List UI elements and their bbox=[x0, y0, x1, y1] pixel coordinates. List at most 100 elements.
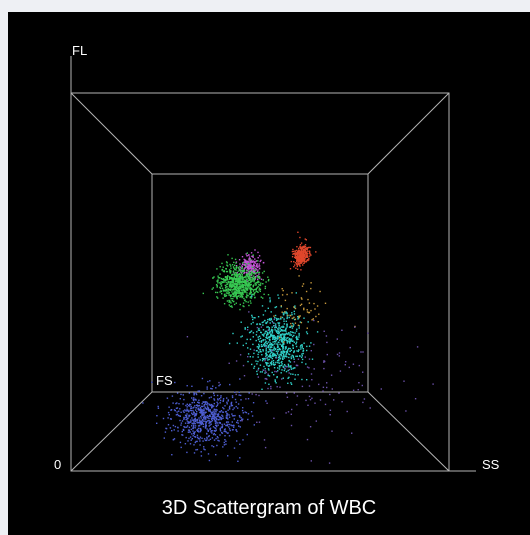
scatter-point bbox=[241, 274, 243, 276]
scatter-point bbox=[194, 435, 196, 438]
scatter-point bbox=[210, 412, 213, 415]
scatter-point bbox=[266, 402, 268, 404]
scatter-point bbox=[253, 271, 256, 274]
scatter-point bbox=[214, 410, 216, 412]
scatter-point bbox=[199, 438, 201, 440]
edge-bottom-left bbox=[70, 391, 153, 472]
scatter-point bbox=[285, 327, 287, 329]
scatter-point bbox=[292, 347, 294, 349]
scatter-point bbox=[206, 401, 208, 404]
scatter-point bbox=[338, 352, 341, 354]
scatter-point bbox=[273, 318, 275, 321]
scatter-point bbox=[267, 362, 269, 364]
scatter-point bbox=[274, 325, 276, 327]
scatter-point bbox=[275, 306, 278, 308]
scatter-point bbox=[267, 374, 269, 377]
scatter-point bbox=[203, 413, 205, 415]
scatter-point bbox=[294, 254, 296, 256]
scatter-point bbox=[237, 287, 239, 290]
scatter-point bbox=[300, 248, 303, 251]
scatter-point bbox=[277, 330, 280, 333]
scatter-point bbox=[293, 310, 295, 313]
scatter-point bbox=[258, 340, 261, 343]
cluster-4 bbox=[228, 292, 319, 390]
scatter-point bbox=[200, 395, 203, 397]
scatter-point bbox=[190, 405, 192, 408]
scatter-point bbox=[213, 412, 215, 414]
scatter-point bbox=[271, 360, 273, 363]
scatter-point bbox=[245, 283, 247, 286]
scatter-point bbox=[189, 431, 191, 433]
scatter-point bbox=[289, 268, 292, 270]
scatter-point bbox=[239, 276, 242, 279]
scatter-point bbox=[282, 366, 285, 368]
scatter-point bbox=[191, 433, 193, 435]
scatter-point bbox=[405, 410, 407, 412]
scatter-point bbox=[267, 373, 269, 375]
scatter-point bbox=[193, 420, 195, 422]
scatter-point bbox=[222, 398, 225, 400]
scatter-point bbox=[242, 289, 244, 291]
scatter-point bbox=[287, 411, 290, 413]
scatter-point bbox=[185, 415, 188, 417]
scatter-point bbox=[267, 332, 269, 334]
scatter-point bbox=[243, 289, 245, 291]
scatter-point bbox=[203, 438, 206, 440]
scatter-point bbox=[248, 278, 251, 280]
cluster-1 bbox=[289, 231, 317, 271]
scatter-point bbox=[360, 351, 362, 353]
scatter-point bbox=[179, 441, 182, 444]
scatter-point bbox=[277, 337, 279, 340]
scatter-point bbox=[303, 307, 305, 309]
scatter-point bbox=[295, 249, 298, 252]
scatter-point bbox=[270, 387, 272, 390]
scatter-point bbox=[206, 408, 208, 411]
scatter-point bbox=[242, 271, 244, 273]
scatter-point bbox=[323, 367, 325, 370]
scatter-point bbox=[211, 404, 214, 407]
scatter-point bbox=[294, 250, 296, 252]
scatter-point bbox=[198, 408, 200, 410]
scatter-point bbox=[262, 321, 265, 323]
scatter-point bbox=[288, 338, 290, 341]
scatter-point bbox=[303, 260, 305, 262]
scatter-point bbox=[189, 443, 192, 445]
scatter-point bbox=[218, 421, 221, 424]
scatter-point bbox=[300, 259, 303, 261]
scatter-point bbox=[241, 278, 243, 280]
scatter-point bbox=[195, 440, 197, 443]
scatter-point bbox=[232, 424, 235, 427]
scatter-point bbox=[255, 283, 257, 285]
scatter-point bbox=[221, 293, 223, 295]
scatter-point bbox=[256, 286, 259, 289]
scatter-point bbox=[214, 417, 216, 419]
scatter-point bbox=[189, 421, 191, 423]
scatter-point bbox=[237, 274, 239, 276]
scatter-point bbox=[251, 255, 253, 257]
scatter-point bbox=[302, 350, 304, 352]
scatter-point bbox=[236, 287, 238, 289]
scatter-point bbox=[215, 421, 218, 423]
scatter-point bbox=[236, 342, 238, 344]
scatter-point bbox=[248, 272, 250, 274]
scatter-point bbox=[256, 373, 258, 375]
scatter-point bbox=[230, 281, 233, 283]
scatter-point bbox=[209, 428, 211, 431]
scatter-point bbox=[199, 406, 202, 409]
scatter-point bbox=[296, 259, 298, 261]
scatter-point bbox=[252, 286, 254, 288]
scatter-point bbox=[198, 419, 201, 421]
scatter-point bbox=[308, 395, 311, 398]
scatter-point bbox=[291, 250, 294, 253]
scatter-point bbox=[299, 315, 301, 317]
scatter-point bbox=[211, 445, 213, 447]
scatter-point bbox=[204, 418, 206, 420]
scatter-point bbox=[191, 425, 193, 427]
scatter-point bbox=[238, 287, 241, 290]
scatter-point bbox=[203, 411, 205, 414]
scatter-point bbox=[235, 360, 238, 362]
scatter-point bbox=[272, 343, 274, 346]
scatter-point bbox=[284, 312, 286, 314]
scatter-point bbox=[213, 439, 216, 441]
scatter-point bbox=[232, 286, 234, 288]
